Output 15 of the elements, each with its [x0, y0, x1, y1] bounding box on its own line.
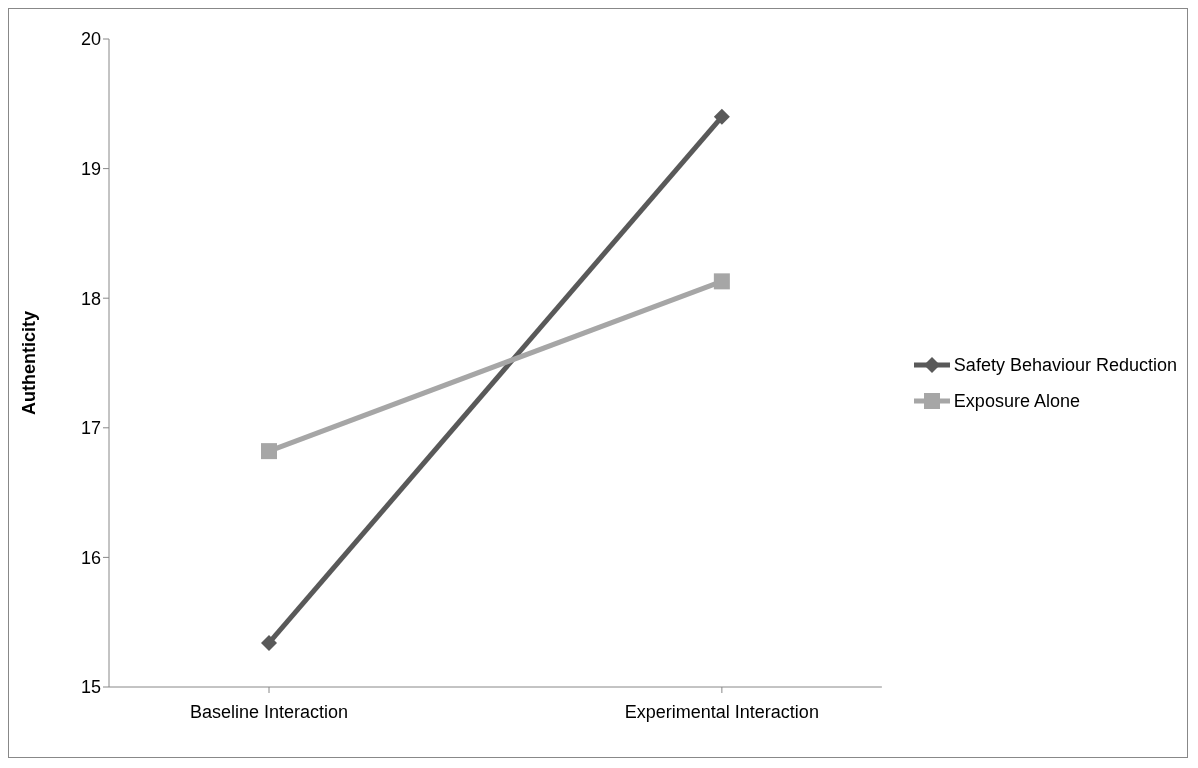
y-tick-label: 16 — [80, 547, 101, 568]
y-tick-label: 15 — [80, 677, 101, 698]
x-tick-label: Baseline Interaction — [189, 701, 349, 722]
y-tick-label: 19 — [80, 158, 101, 179]
y-tick-label: 17 — [80, 418, 101, 439]
y-tick-label: 18 — [80, 288, 101, 309]
y-tick-label: 20 — [80, 29, 101, 50]
point — [713, 273, 730, 290]
point — [261, 443, 277, 460]
point — [713, 108, 730, 125]
x-tick-label: Experimental Interaction — [624, 701, 819, 722]
y-axis-title: Authenticity — [19, 310, 40, 416]
legend-label: Safety Behaviour Reduction — [953, 354, 1177, 376]
legend-label: Exposure Alone — [953, 390, 1080, 412]
point — [261, 634, 277, 651]
